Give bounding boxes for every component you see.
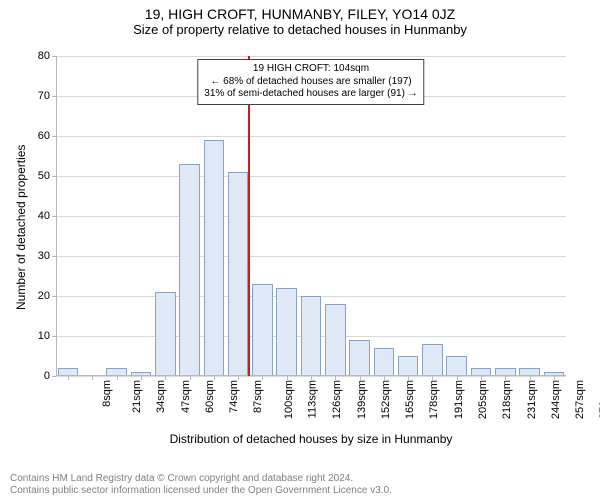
bar — [228, 172, 249, 376]
x-tick-label: 8sqm — [101, 380, 113, 407]
bar — [446, 356, 467, 376]
x-tick-label: 126sqm — [331, 380, 343, 419]
bar — [325, 304, 346, 376]
bar — [276, 288, 297, 376]
x-tick-label: 191sqm — [453, 380, 465, 419]
footnote-line-2: Contains public sector information licen… — [10, 485, 590, 497]
x-tick-label: 205sqm — [477, 380, 489, 419]
grid-line — [56, 136, 566, 137]
x-tick-label: 139sqm — [356, 380, 368, 419]
x-tick-label: 60sqm — [204, 380, 216, 413]
chart-container: 19, HIGH CROFT, HUNMANBY, FILEY, YO14 0J… — [0, 0, 600, 500]
bar — [252, 284, 273, 376]
x-tick-label: 257sqm — [574, 380, 586, 419]
x-axis-label: Distribution of detached houses by size … — [56, 432, 566, 446]
x-tick-label: 244sqm — [550, 380, 562, 419]
bar — [422, 344, 443, 376]
x-tick-label: 74sqm — [228, 380, 240, 413]
chart-subtitle: Size of property relative to detached ho… — [0, 22, 600, 37]
bar — [301, 296, 322, 376]
legend-line: ← 68% of detached houses are smaller (19… — [204, 76, 417, 89]
bar — [155, 292, 176, 376]
legend-line: 19 HIGH CROFT: 104sqm — [204, 63, 417, 76]
x-tick-label: 165sqm — [404, 380, 416, 419]
bar — [204, 140, 225, 376]
x-tick-label: 152sqm — [380, 380, 392, 419]
plot-area: 010203040506070808sqm21sqm34sqm47sqm60sq… — [56, 56, 566, 376]
x-tick-label: 87sqm — [252, 380, 264, 413]
grid-line — [56, 216, 566, 217]
x-tick-label: 218sqm — [501, 380, 513, 419]
grid-line — [56, 256, 566, 257]
chart-title: 19, HIGH CROFT, HUNMANBY, FILEY, YO14 0J… — [0, 0, 600, 22]
x-tick-label: 47sqm — [180, 380, 192, 413]
x-tick-label: 100sqm — [283, 380, 295, 419]
bar — [374, 348, 395, 376]
x-tick-label: 34sqm — [155, 380, 167, 413]
y-axis-label: Number of detached properties — [14, 145, 28, 310]
footnote: Contains HM Land Registry data © Crown c… — [10, 473, 590, 497]
grid-line — [56, 176, 566, 177]
legend-box: 19 HIGH CROFT: 104sqm← 68% of detached h… — [197, 59, 424, 105]
bar — [398, 356, 419, 376]
bar — [179, 164, 200, 376]
grid-line — [56, 56, 566, 57]
footnote-line-1: Contains HM Land Registry data © Crown c… — [10, 473, 590, 485]
bar — [349, 340, 370, 376]
x-tick-label: 231sqm — [526, 380, 538, 419]
x-tick-label: 113sqm — [306, 380, 318, 418]
x-tick-label: 21sqm — [131, 380, 143, 413]
x-tick-label: 178sqm — [428, 380, 440, 419]
legend-line: 31% of semi-detached houses are larger (… — [204, 88, 417, 101]
